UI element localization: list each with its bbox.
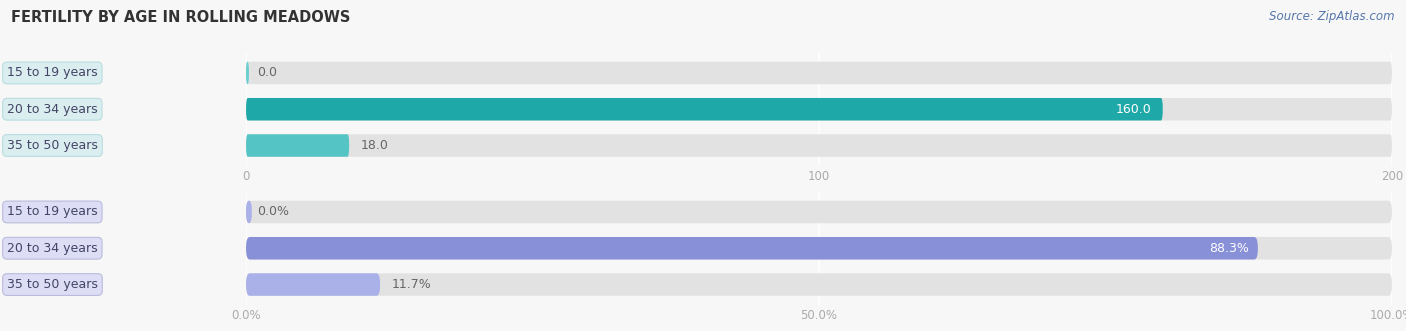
- FancyBboxPatch shape: [246, 134, 1392, 157]
- FancyBboxPatch shape: [246, 98, 1163, 120]
- Text: 15 to 19 years: 15 to 19 years: [7, 206, 97, 218]
- FancyBboxPatch shape: [246, 62, 1392, 84]
- Text: 20 to 34 years: 20 to 34 years: [7, 242, 97, 255]
- FancyBboxPatch shape: [246, 237, 1258, 260]
- Text: 88.3%: 88.3%: [1209, 242, 1249, 255]
- Text: 11.7%: 11.7%: [392, 278, 432, 291]
- FancyBboxPatch shape: [246, 237, 1392, 260]
- FancyBboxPatch shape: [246, 273, 380, 296]
- Text: 160.0: 160.0: [1115, 103, 1152, 116]
- FancyBboxPatch shape: [246, 201, 1392, 223]
- FancyBboxPatch shape: [246, 98, 1392, 120]
- Text: 0.0%: 0.0%: [257, 206, 290, 218]
- Text: 18.0: 18.0: [360, 139, 388, 152]
- Text: 20 to 34 years: 20 to 34 years: [7, 103, 97, 116]
- Text: 15 to 19 years: 15 to 19 years: [7, 67, 97, 79]
- Text: FERTILITY BY AGE IN ROLLING MEADOWS: FERTILITY BY AGE IN ROLLING MEADOWS: [11, 10, 350, 25]
- Text: 35 to 50 years: 35 to 50 years: [7, 278, 98, 291]
- Text: Source: ZipAtlas.com: Source: ZipAtlas.com: [1270, 10, 1395, 23]
- Text: 35 to 50 years: 35 to 50 years: [7, 139, 98, 152]
- FancyBboxPatch shape: [246, 273, 1392, 296]
- FancyBboxPatch shape: [246, 201, 252, 223]
- FancyBboxPatch shape: [246, 62, 249, 84]
- FancyBboxPatch shape: [246, 134, 349, 157]
- Text: 0.0: 0.0: [257, 67, 277, 79]
